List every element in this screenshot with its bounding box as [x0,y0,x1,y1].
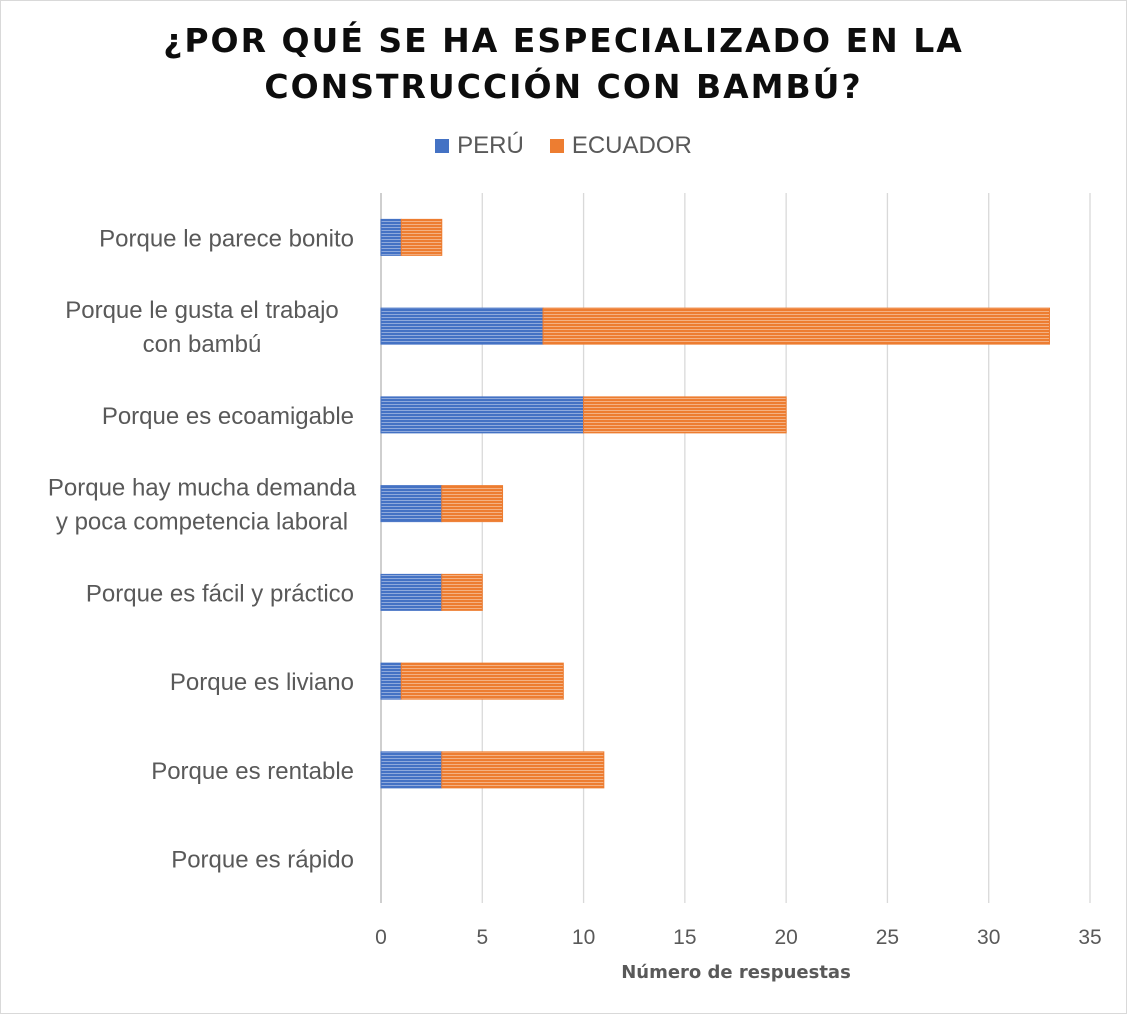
category-label: Porque es fácil y práctico [86,580,354,607]
legend-swatch-peru [435,139,450,153]
legend-swatch-ecuador [549,139,564,153]
x-tick-label: 15 [673,926,696,949]
bar-peru [380,396,585,434]
bar-ecuador [400,662,564,700]
x-tick-label: 20 [774,926,797,949]
x-tick-label: 5 [476,926,488,949]
x-tick-label: 35 [1078,926,1101,949]
bar-peru [380,662,402,700]
x-tick-label: 0 [375,926,387,949]
category-label: Porque es rentable [151,758,354,785]
category-label: Porque es rápido [171,847,354,874]
bar-ecuador [441,751,605,789]
legend-label-ecuador: ECUADOR [571,132,692,159]
x-tick-label: 30 [977,926,1000,949]
legend-item-ecuador: ECUADOR [549,132,692,160]
category-label: con bambú [143,331,262,358]
category-label: Porque le gusta el trabajo [65,297,339,324]
bar-ecuador [441,573,483,611]
chart-title: ¿POR QUÉ SE HA ESPECIALIZADO EN LA CONST… [0,18,1127,110]
bar-peru [380,485,443,523]
category-label: Porque le parece bonito [99,225,354,252]
x-tick-label: 25 [876,926,899,949]
bar-peru [380,573,443,611]
bar-ecuador [583,396,787,434]
bar-ecuador [441,485,504,523]
bar-peru [380,218,402,256]
category-label: Porque es ecoamigable [102,403,354,430]
legend-item-peru: PERÚ [435,132,524,160]
category-label: Porque hay mucha demanda [48,475,357,502]
x-axis-label: Número de respuestas [621,962,851,983]
x-tick-label: 10 [572,926,595,949]
chart-legend: PERÚ ECUADOR [0,132,1127,160]
bar-peru [380,751,443,789]
chart-title-line-2: CONSTRUCCIÓN CON BAMBÚ? [264,67,863,106]
bar-ecuador [400,218,443,256]
bar-ecuador [542,307,1050,345]
bar-peru [380,307,544,345]
chart-title-line-1: ¿POR QUÉ SE HA ESPECIALIZADO EN LA [163,21,964,60]
category-label: Porque es liviano [170,669,354,696]
category-label: y poca competencia laboral [56,509,348,536]
legend-label-peru: PERÚ [457,132,524,159]
